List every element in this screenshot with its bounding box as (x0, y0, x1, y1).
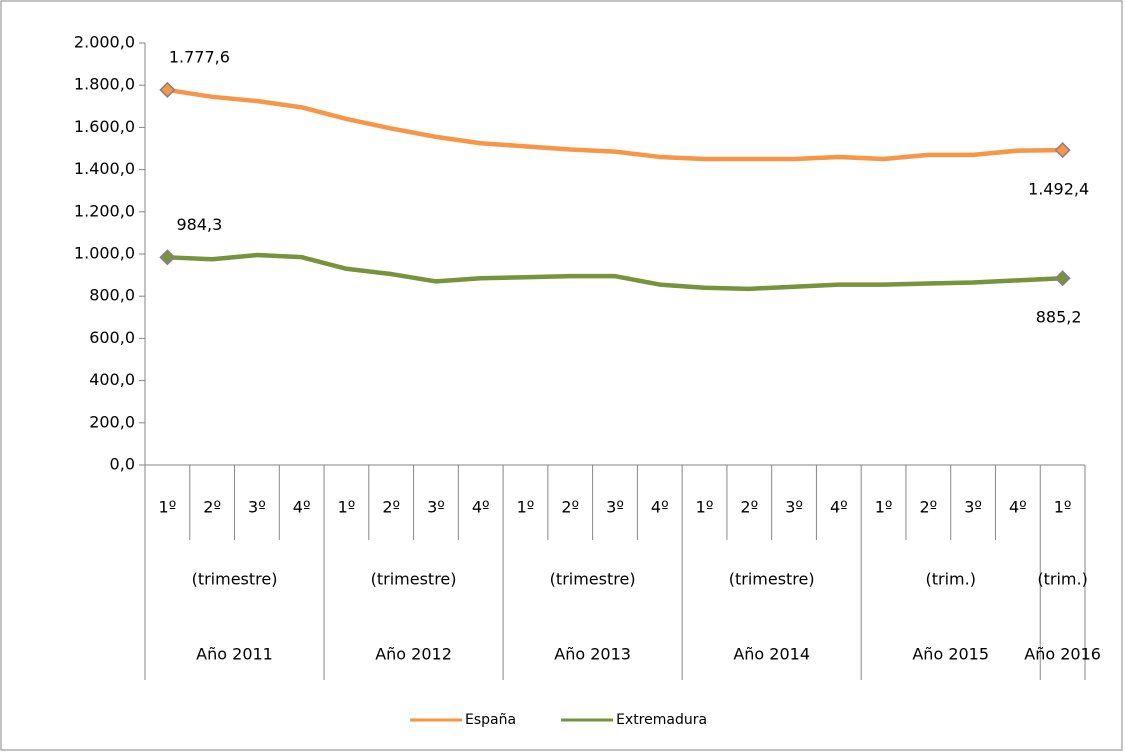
group-label: Año 2012 (375, 645, 452, 664)
y-tick-label: 1.200,0 (74, 201, 135, 220)
data-marker (159, 81, 176, 98)
x-tick-label: 2º (382, 498, 400, 517)
data-marker (159, 249, 176, 266)
group-label: Año 2014 (733, 645, 810, 664)
x-tick-label: 4º (1009, 498, 1027, 517)
y-tick-label: 400,0 (89, 370, 135, 389)
y-tick-label: 1.400,0 (74, 159, 135, 178)
series-line (167, 252, 1063, 292)
x-tick-label: 2º (203, 498, 221, 517)
data-label: 1.492,4 (1028, 180, 1089, 199)
group-label: Año 2015 (912, 645, 989, 664)
x-tick-label: 3º (964, 498, 982, 517)
group-label: Año 2013 (554, 645, 631, 664)
y-tick-label: 200,0 (89, 412, 135, 431)
x-tick-label: 2º (919, 498, 937, 517)
y-tick-label: 1.600,0 (74, 117, 135, 136)
group-sublabel: (trimestre) (550, 570, 636, 589)
data-label: 984,3 (176, 215, 222, 234)
x-tick-label: 4º (651, 498, 669, 517)
y-tick-label: 2.000,0 (74, 33, 135, 52)
group-sublabel: (trim.) (925, 570, 975, 589)
x-tick-label: 3º (606, 498, 624, 517)
x-tick-label: 2º (740, 498, 758, 517)
x-tick-label: 1º (517, 498, 535, 517)
y-tick-label: 0,0 (110, 455, 135, 474)
x-tick-label: 4º (293, 498, 311, 517)
legend-label: Extremadura (616, 712, 707, 728)
legend-label: España (465, 712, 516, 728)
y-tick-label: 800,0 (89, 286, 135, 305)
group-sublabel: (trimestre) (729, 570, 815, 589)
group-sublabel: (trimestre) (371, 570, 457, 589)
y-tick-label: 1.000,0 (74, 244, 135, 263)
x-tick-label: 3º (785, 498, 803, 517)
y-tick-label: 600,0 (89, 328, 135, 347)
x-tick-label: 1º (875, 498, 893, 517)
series-line (167, 87, 1063, 162)
data-marker (1054, 142, 1071, 159)
x-tick-label: 3º (427, 498, 445, 517)
group-label: Año 2016 (1024, 645, 1101, 664)
data-marker (1054, 270, 1071, 287)
x-tick-label: 2º (561, 498, 579, 517)
data-label: 885,2 (1036, 308, 1082, 327)
x-tick-label: 1º (696, 498, 714, 517)
x-tick-label: 1º (159, 498, 177, 517)
x-tick-label: 3º (248, 498, 266, 517)
y-tick-label: 1.800,0 (74, 75, 135, 94)
x-tick-label: 4º (830, 498, 848, 517)
group-label: Año 2011 (196, 645, 273, 664)
data-label: 1.777,6 (169, 47, 230, 66)
x-tick-label: 1º (1054, 498, 1072, 517)
group-sublabel: (trimestre) (192, 570, 278, 589)
x-tick-label: 1º (338, 498, 356, 517)
x-tick-label: 4º (472, 498, 490, 517)
group-sublabel: (trim.) (1037, 570, 1087, 589)
